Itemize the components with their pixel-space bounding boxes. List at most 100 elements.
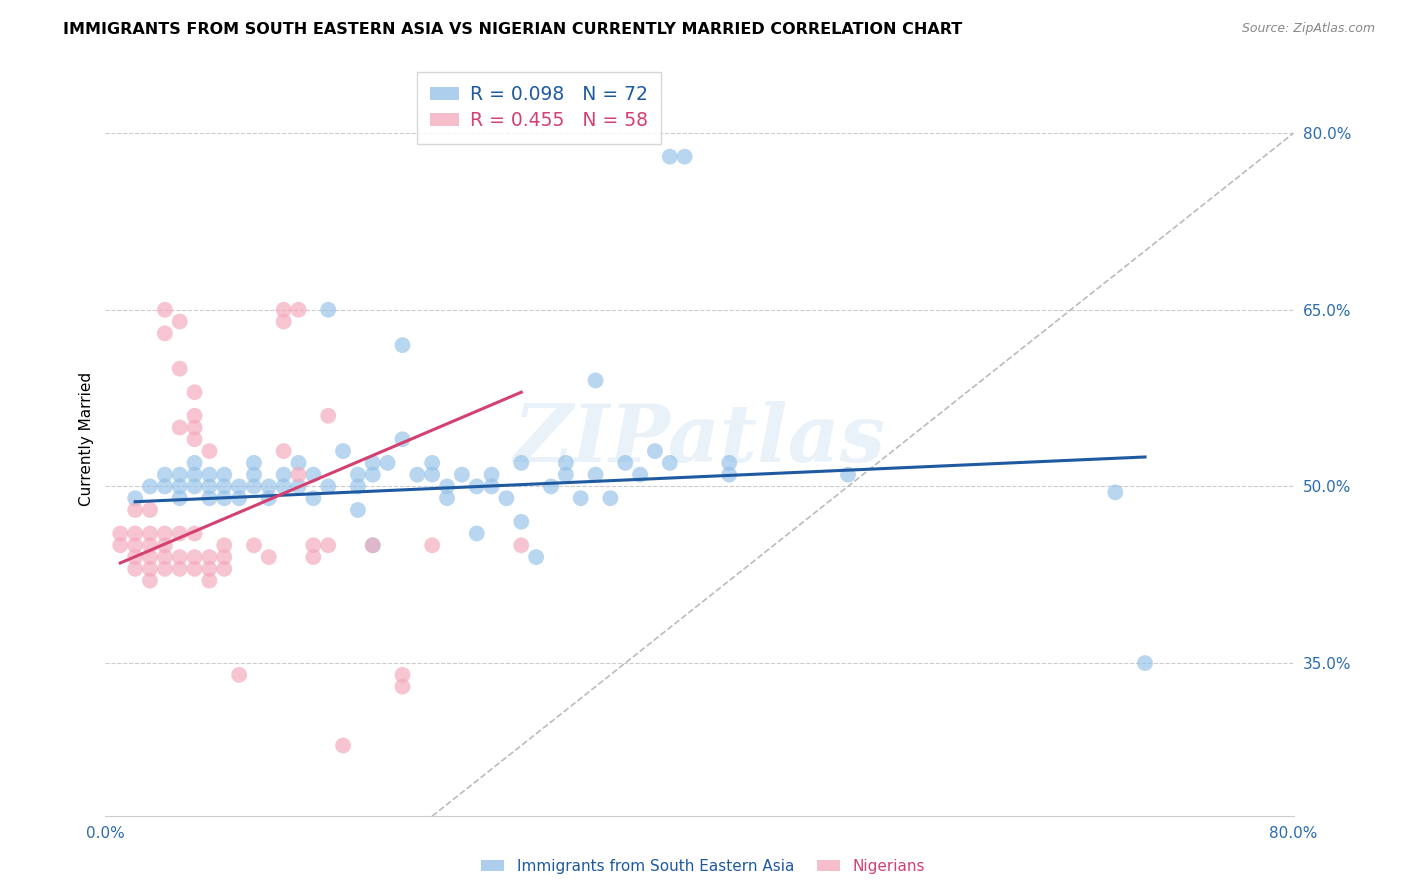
Point xyxy=(243,467,266,482)
Point xyxy=(287,467,309,482)
Point xyxy=(169,314,191,328)
Point xyxy=(361,538,384,552)
Point xyxy=(420,467,443,482)
Point xyxy=(302,538,325,552)
Point xyxy=(465,526,488,541)
Point xyxy=(153,302,176,317)
Point xyxy=(169,550,191,565)
Point xyxy=(183,456,205,470)
Point xyxy=(110,538,132,552)
Point xyxy=(243,456,266,470)
Point xyxy=(153,538,176,552)
Point xyxy=(228,479,250,493)
Point xyxy=(198,574,221,588)
Point xyxy=(332,739,354,753)
Point xyxy=(658,456,681,470)
Point xyxy=(391,338,413,352)
Point xyxy=(169,479,191,493)
Point xyxy=(139,550,162,565)
Point xyxy=(837,467,859,482)
Point xyxy=(718,456,741,470)
Point xyxy=(214,562,236,576)
Point xyxy=(257,491,280,506)
Point xyxy=(361,467,384,482)
Point xyxy=(169,467,191,482)
Point xyxy=(302,491,325,506)
Point xyxy=(214,538,236,552)
Point xyxy=(316,538,339,552)
Point xyxy=(585,467,607,482)
Point xyxy=(302,550,325,565)
Point xyxy=(599,491,621,506)
Point xyxy=(153,550,176,565)
Point xyxy=(169,526,191,541)
Point xyxy=(614,456,637,470)
Point xyxy=(243,479,266,493)
Point xyxy=(420,538,443,552)
Point xyxy=(214,479,236,493)
Point xyxy=(316,479,339,493)
Text: ZIPatlas: ZIPatlas xyxy=(513,401,886,478)
Point xyxy=(524,550,547,565)
Point xyxy=(718,467,741,482)
Point xyxy=(450,467,472,482)
Point xyxy=(436,479,458,493)
Point xyxy=(169,491,191,506)
Point xyxy=(540,479,562,493)
Point xyxy=(347,479,370,493)
Point xyxy=(183,467,205,482)
Point xyxy=(169,361,191,376)
Point xyxy=(1104,485,1126,500)
Point xyxy=(287,456,309,470)
Point xyxy=(273,444,295,458)
Point xyxy=(316,409,339,423)
Point xyxy=(243,538,266,552)
Point xyxy=(316,302,339,317)
Point xyxy=(377,456,399,470)
Point xyxy=(554,467,576,482)
Point xyxy=(110,526,132,541)
Point xyxy=(287,302,309,317)
Y-axis label: Currently Married: Currently Married xyxy=(79,372,94,507)
Point xyxy=(139,562,162,576)
Point xyxy=(183,385,205,400)
Point xyxy=(198,562,221,576)
Point xyxy=(153,326,176,341)
Point xyxy=(481,479,503,493)
Point xyxy=(406,467,429,482)
Point xyxy=(273,479,295,493)
Point xyxy=(214,467,236,482)
Point xyxy=(585,373,607,387)
Point xyxy=(124,538,146,552)
Point xyxy=(510,538,533,552)
Legend: Immigrants from South Eastern Asia, Nigerians: Immigrants from South Eastern Asia, Nige… xyxy=(475,853,931,880)
Point xyxy=(361,538,384,552)
Point xyxy=(153,467,176,482)
Legend: R = 0.098   N = 72, R = 0.455   N = 58: R = 0.098 N = 72, R = 0.455 N = 58 xyxy=(418,72,661,144)
Point xyxy=(673,150,696,164)
Point xyxy=(124,503,146,517)
Point xyxy=(153,562,176,576)
Point xyxy=(183,409,205,423)
Point xyxy=(214,550,236,565)
Point xyxy=(257,550,280,565)
Point xyxy=(361,456,384,470)
Point xyxy=(124,526,146,541)
Point xyxy=(257,479,280,493)
Point xyxy=(273,467,295,482)
Point xyxy=(183,420,205,434)
Point xyxy=(391,680,413,694)
Point xyxy=(169,562,191,576)
Point xyxy=(198,467,221,482)
Point xyxy=(214,491,236,506)
Point xyxy=(139,538,162,552)
Point xyxy=(391,668,413,682)
Point xyxy=(183,550,205,565)
Point xyxy=(124,550,146,565)
Point xyxy=(347,503,370,517)
Point xyxy=(510,515,533,529)
Point xyxy=(124,491,146,506)
Point xyxy=(569,491,592,506)
Point xyxy=(273,302,295,317)
Point xyxy=(510,456,533,470)
